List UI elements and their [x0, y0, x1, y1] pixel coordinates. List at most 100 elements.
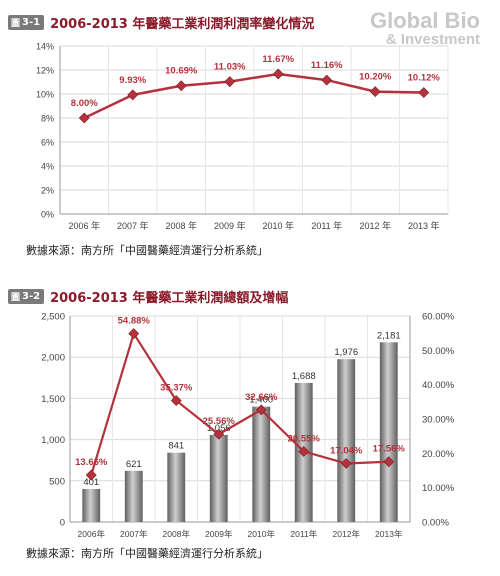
- growth-point-marker: [170, 395, 182, 406]
- y2-tick-label: 50.00%: [422, 346, 455, 357]
- y-tick-label: 14%: [36, 42, 54, 52]
- growth-point-marker: [128, 328, 140, 340]
- profit-margin-line-chart: 0% 2% 4% 6% 8% 10% 12% 14% 2006 年 2007 年 2008 年 200…: [36, 42, 449, 231]
- bar-value-label: 401: [83, 477, 99, 488]
- x-tick-label: 2013年: [375, 529, 403, 539]
- x-tick-label: 2007年: [120, 529, 148, 539]
- growth-data-label: 35.37%: [160, 383, 193, 394]
- growth-point-marker: [340, 458, 352, 469]
- y2-tick-label: 30.00%: [422, 415, 455, 426]
- growth-data-label: 17.04%: [330, 445, 363, 456]
- bar-value-label: 621: [126, 459, 142, 470]
- margin-series-line: [83, 72, 424, 120]
- growth-data-label: 17.56%: [373, 444, 406, 455]
- data-label: 8.00%: [71, 98, 98, 109]
- x-tick-label: 2011 年: [311, 220, 342, 231]
- y2-tick-label: 10.00%: [422, 483, 455, 494]
- x-tick-label: 2012 年: [359, 220, 391, 231]
- data-label: 10.20%: [359, 72, 392, 83]
- y-tick-label: 4%: [41, 162, 54, 172]
- bar: [124, 470, 143, 522]
- y-tick-label: 2,500: [41, 312, 65, 323]
- x-tick-label: 2009 年: [214, 220, 246, 231]
- bar-value-label: 841: [168, 441, 184, 452]
- bar: [209, 434, 228, 522]
- figure-2-title-text: 2006-2013 年醫藥工業利潤總額及增幅: [50, 290, 289, 306]
- figure-2-title: 圖 3-2 2006-2013 年醫藥工業利潤總額及增幅: [8, 286, 288, 306]
- line-chart-container: 0% 2% 4% 6% 8% 10% 12% 14% 2006 年 2007 年 2008 年 200…: [0, 36, 500, 242]
- y-tick-label: 10%: [36, 90, 54, 100]
- x-tick-label: 2006 年: [68, 220, 100, 231]
- y-tick-label: 2%: [41, 186, 54, 196]
- y-tick-label: 500: [49, 476, 65, 487]
- growth-data-label: 20.55%: [288, 433, 321, 444]
- y2-tick-label: 60.00%: [422, 312, 455, 323]
- bar-value-label: 1,688: [292, 371, 316, 382]
- bar: [337, 359, 356, 522]
- growth-data-label: 54.88%: [118, 316, 151, 327]
- x-tick-label: 2012年: [333, 529, 361, 539]
- x-tick-label: 2007 年: [117, 220, 149, 231]
- figure-1-title: 圖 3-1 2006-2013 年醫藥工業利潤利潤率變化情況: [8, 12, 314, 32]
- growth-point-marker: [85, 469, 97, 481]
- brand-line-1: Global Bio: [370, 8, 480, 33]
- data-label: 11.16%: [311, 60, 343, 71]
- profit-total-combo-chart: 0 500 1,000 1,500 2,000 2,500 0.00% 10.00% 20.00…: [41, 312, 455, 540]
- y-tick-label: 2,000: [41, 353, 65, 364]
- data-point-marker: [369, 86, 381, 98]
- data-point-marker: [418, 87, 430, 98]
- x-tick-label: 2010 年: [262, 220, 294, 231]
- growth-point-marker: [298, 446, 310, 457]
- y-tick-label: 6%: [41, 138, 54, 148]
- figure-1-title-text: 2006-2013 年醫藥工業利潤利潤率變化情況: [50, 16, 315, 32]
- figure-2-badge-number: 3-2: [22, 290, 41, 302]
- bar-value-label: 1,400: [249, 395, 273, 406]
- growth-data-label: 32.66%: [245, 392, 278, 403]
- bar: [252, 406, 271, 522]
- x-tick-label: 2006年: [78, 529, 106, 539]
- data-label: 10.12%: [408, 73, 441, 84]
- data-point-marker: [272, 68, 284, 80]
- x-tick-label: 2008年: [163, 529, 191, 539]
- y2-tick-label: 20.00%: [422, 449, 455, 460]
- combo-chart-container: 0 500 1,000 1,500 2,000 2,500 0.00% 10.00% 20.00…: [0, 306, 500, 544]
- x-tick-label: 2010年: [248, 529, 276, 539]
- x-tick-label: 2011年: [290, 529, 317, 539]
- bar-value-label: 1,976: [334, 347, 358, 358]
- growth-data-label: 25.56%: [203, 416, 236, 427]
- bar: [167, 452, 186, 522]
- y-tick-label: 0%: [41, 210, 54, 220]
- figure-1-badge: 圖 3-1: [8, 14, 45, 30]
- data-label: 10.69%: [165, 66, 198, 77]
- x-tick-label: 2008 年: [165, 220, 197, 231]
- figure-1-badge-prefix: 圖: [11, 18, 21, 29]
- bar-value-label: 2,181: [377, 330, 401, 341]
- y-tick-label: 0: [60, 518, 65, 529]
- data-point-marker: [78, 112, 90, 124]
- growth-data-label: 13.66%: [75, 457, 108, 468]
- y2-tick-label: 40.00%: [422, 380, 455, 391]
- data-point-marker: [175, 80, 187, 92]
- bar-value-label: 1,056: [207, 423, 231, 434]
- data-label: 11.03%: [214, 62, 246, 73]
- figure-1-source: 數據來源：南方所「中國醫藥經濟運行分析系統」: [26, 244, 268, 257]
- y2-tick-label: 0.00%: [422, 518, 449, 529]
- growth-point-marker: [383, 456, 395, 468]
- y-tick-label: 1,500: [41, 394, 65, 405]
- y-tick-label: 12%: [36, 66, 54, 76]
- data-point-marker: [224, 76, 236, 88]
- bar: [379, 342, 398, 522]
- growth-point-marker: [255, 404, 267, 416]
- figure-1-badge-number: 3-1: [22, 16, 41, 28]
- x-tick-label: 2013 年: [408, 220, 440, 231]
- data-label: 9.93%: [119, 75, 146, 86]
- figure-2-badge: 圖 3-2: [8, 288, 45, 304]
- growth-series-line: [90, 330, 389, 476]
- figure-2-badge-prefix: 圖: [11, 292, 21, 303]
- y-tick-label: 1,000: [41, 435, 65, 446]
- x-tick-label: 2009年: [205, 529, 233, 539]
- data-label: 11.67%: [262, 54, 294, 65]
- data-point-marker: [127, 89, 139, 101]
- y-tick-label: 8%: [41, 114, 54, 124]
- brand-logo: Global Bio & Investment: [370, 8, 480, 48]
